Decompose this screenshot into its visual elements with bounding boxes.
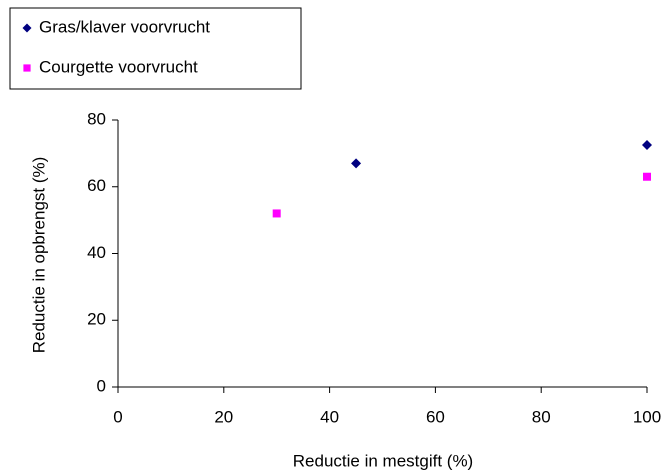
- legend-marker: [23, 64, 31, 72]
- y-tick-label: 0: [97, 376, 106, 395]
- y-tick-label: 40: [87, 243, 106, 262]
- y-tick-label: 20: [87, 310, 106, 329]
- x-axis-label: Reductie in mestgift (%): [293, 451, 473, 470]
- point: [642, 140, 652, 151]
- y-axis-label: Reductie in opbrengst (%): [29, 157, 48, 354]
- legend-box: [9, 7, 302, 90]
- y-tick-label: 60: [87, 176, 106, 195]
- x-tick-label: 80: [532, 407, 551, 426]
- y-tick-label: 80: [87, 109, 106, 128]
- x-tick-label: 40: [320, 407, 339, 426]
- x-tick-label: 20: [214, 407, 233, 426]
- legend-marker: [22, 23, 32, 33]
- legend-label: Gras/klaver voorvrucht: [39, 17, 210, 36]
- x-tick-label: 0: [113, 407, 122, 426]
- x-tick-label: 60: [426, 407, 445, 426]
- x-tick-label: 100: [633, 407, 661, 426]
- point: [643, 172, 651, 181]
- point: [272, 209, 281, 218]
- point: [351, 158, 362, 169]
- legend-label: Courgette voorvrucht: [39, 57, 198, 76]
